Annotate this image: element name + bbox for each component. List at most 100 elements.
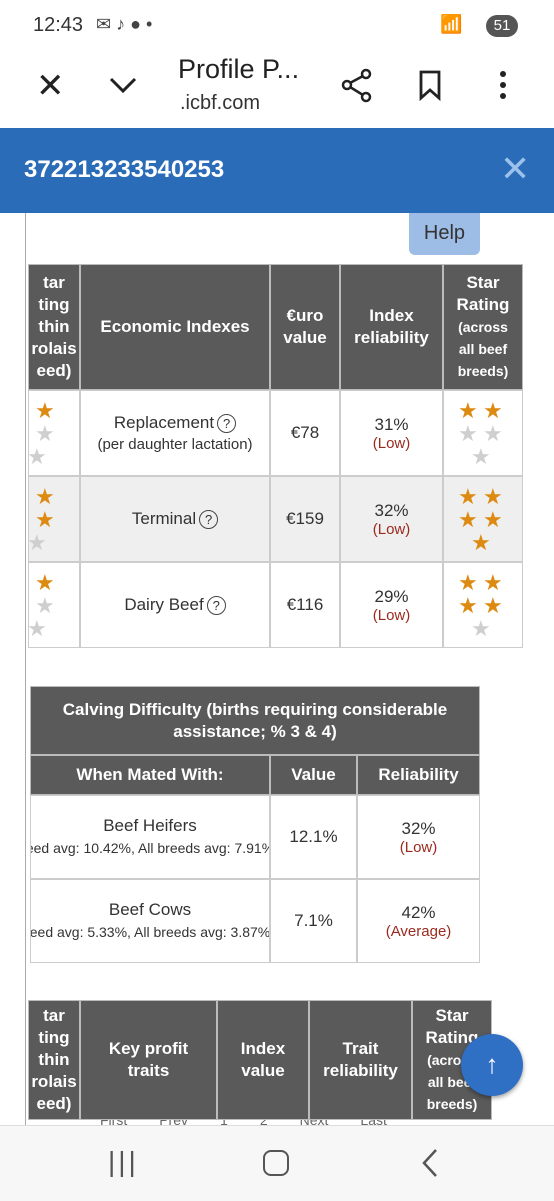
info-icon[interactable]: ? <box>206 596 226 615</box>
column-header: Star Rating (across all beef breeds) <box>443 264 523 390</box>
index-name-text: Replacement <box>113 412 215 432</box>
reliability: 32% (Low) <box>340 476 443 562</box>
index-name: Replacement? (per daughter lactation) <box>80 390 270 476</box>
page-link[interactable]: 1 <box>220 1112 228 1128</box>
euro-value: €159 <box>270 476 340 562</box>
star: ★ <box>458 593 478 618</box>
star-rating: ★ ★ ★ <box>29 477 79 561</box>
animal-id: 372213233540253 <box>24 156 225 183</box>
reliability-level: (Low) <box>372 520 411 538</box>
star: ★ <box>458 398 478 423</box>
header-text: tar ting thin rolais eed) <box>31 1006 77 1113</box>
star: ★ <box>483 484 503 509</box>
reliability-percent: 42% <box>401 902 436 922</box>
breed-averages: eed avg: 5.33%, All breeds avg: 3.87% <box>30 924 270 940</box>
value: 7.1% <box>270 879 357 963</box>
reliability-level: (Low) <box>372 606 411 624</box>
panel-border <box>25 213 26 1125</box>
star-rating: ★ ★ ★ ★ ★ <box>444 391 522 475</box>
menu-chevron[interactable] <box>108 75 138 95</box>
info-icon[interactable]: ? <box>217 414 237 433</box>
star: ★ <box>483 593 503 618</box>
reliability-level: (Low) <box>399 838 438 856</box>
bookmark-button[interactable] <box>418 70 444 102</box>
share-button[interactable] <box>340 68 374 104</box>
within-breed-stars: ★ ★ ★ <box>28 562 80 648</box>
euro-value: €78 <box>270 390 340 476</box>
star: ★ <box>458 507 478 532</box>
column-header: Star Rating (across all beef breeds) <box>412 1000 492 1120</box>
star-rating: ★ ★ ★ <box>29 391 79 475</box>
across-breed-stars: ★ ★ ★ ★ ★ <box>443 390 523 476</box>
index-name-text: Dairy Beef <box>124 594 204 614</box>
close-button[interactable]: ✕ <box>36 67 65 105</box>
notification-icons: ✉ ♪ ● • <box>96 14 153 34</box>
mated-with: Beef Heifers eed avg: 10.42%, All breeds … <box>30 795 270 879</box>
index-name-line: Terminal? <box>131 508 219 529</box>
reliability: 29% (Low) <box>340 562 443 648</box>
column-header: Value <box>270 755 357 795</box>
star: ★ <box>483 398 503 423</box>
index-name-line: Replacement? <box>113 412 237 433</box>
header-text: Economic Indexes <box>100 317 250 336</box>
star: ★ <box>458 421 478 446</box>
star: ★ <box>35 507 55 532</box>
mated-with: Beef Cows eed avg: 5.33%, All breeds avg:… <box>30 879 270 963</box>
header-text: When Mated With: <box>76 765 224 784</box>
header-text: Trait reliability <box>323 1039 398 1080</box>
column-header: Reliability <box>357 755 480 795</box>
star: ★ <box>483 421 503 446</box>
nav-bar: ||| <box>0 1125 554 1201</box>
browser-toolbar: ✕ Profile P... .icbf.com <box>0 50 554 128</box>
value: 12.1% <box>270 795 357 879</box>
header-text: Index reliability <box>354 306 429 347</box>
page-link[interactable]: 2 <box>259 1112 268 1128</box>
reliability-level: (Average) <box>385 922 452 940</box>
page-url: .icbf.com <box>180 92 261 114</box>
help-button[interactable]: Help <box>409 213 480 255</box>
header-text: Index value <box>240 1039 286 1080</box>
reliability: 31% (Low) <box>340 390 443 476</box>
index-name-text: Terminal <box>131 508 197 528</box>
column-header: Economic Indexes <box>80 264 270 390</box>
status-bar: 12:43 ✉ ♪ ● • 📶 51 <box>0 0 554 50</box>
star: ★ <box>471 616 491 641</box>
mated-with-name: Beef Cows <box>108 900 192 919</box>
euro-value-text: €159 <box>286 509 324 528</box>
euro-value-text: €78 <box>290 423 320 442</box>
header-text: €uro value <box>283 306 327 347</box>
reliability: 42% (Average) <box>357 879 480 963</box>
index-name-line: Dairy Beef? <box>124 594 226 615</box>
recent-apps[interactable]: ||| <box>108 1146 139 1177</box>
column-header: Trait reliability <box>309 1000 412 1120</box>
battery: 51 <box>486 15 518 37</box>
column-header: tar ting thin rolais eed) <box>28 1000 80 1120</box>
value-text: 7.1% <box>294 911 333 930</box>
reliability-percent: 31% <box>374 414 409 434</box>
across-breed-stars: ★ ★ ★ ★ ★ <box>443 476 523 562</box>
reliability: 32% (Low) <box>357 795 480 879</box>
header-text: tar ting thin rolais eed) <box>31 273 77 380</box>
header-text: Star Rating <box>425 1006 479 1047</box>
back-button[interactable] <box>420 1148 440 1178</box>
star: ★ <box>458 570 478 595</box>
star: ★ <box>35 593 55 618</box>
index-note: (per daughter lactation) <box>97 436 253 453</box>
more-button[interactable] <box>496 70 510 102</box>
column-header: Index reliability <box>340 264 443 390</box>
dialog-close[interactable]: ✕ <box>500 148 531 189</box>
info-icon[interactable]: ? <box>199 510 219 529</box>
table-title-text: Calving Difficulty (births requiring con… <box>62 699 448 741</box>
home-button[interactable] <box>263 1150 289 1176</box>
euro-value: €116 <box>270 562 340 648</box>
star-rating: ★ ★ ★ ★ ★ <box>444 563 522 647</box>
column-header: tar ting thin rolais eed) <box>28 264 80 390</box>
within-breed-stars: ★ ★ ★ <box>28 390 80 476</box>
column-header: Index value <box>217 1000 309 1120</box>
star: ★ <box>28 444 47 469</box>
star: ★ <box>28 616 47 641</box>
header-text: Reliability <box>378 765 459 784</box>
scroll-top-button[interactable]: ↑ <box>461 1034 523 1096</box>
column-header: €uro value <box>270 264 340 390</box>
